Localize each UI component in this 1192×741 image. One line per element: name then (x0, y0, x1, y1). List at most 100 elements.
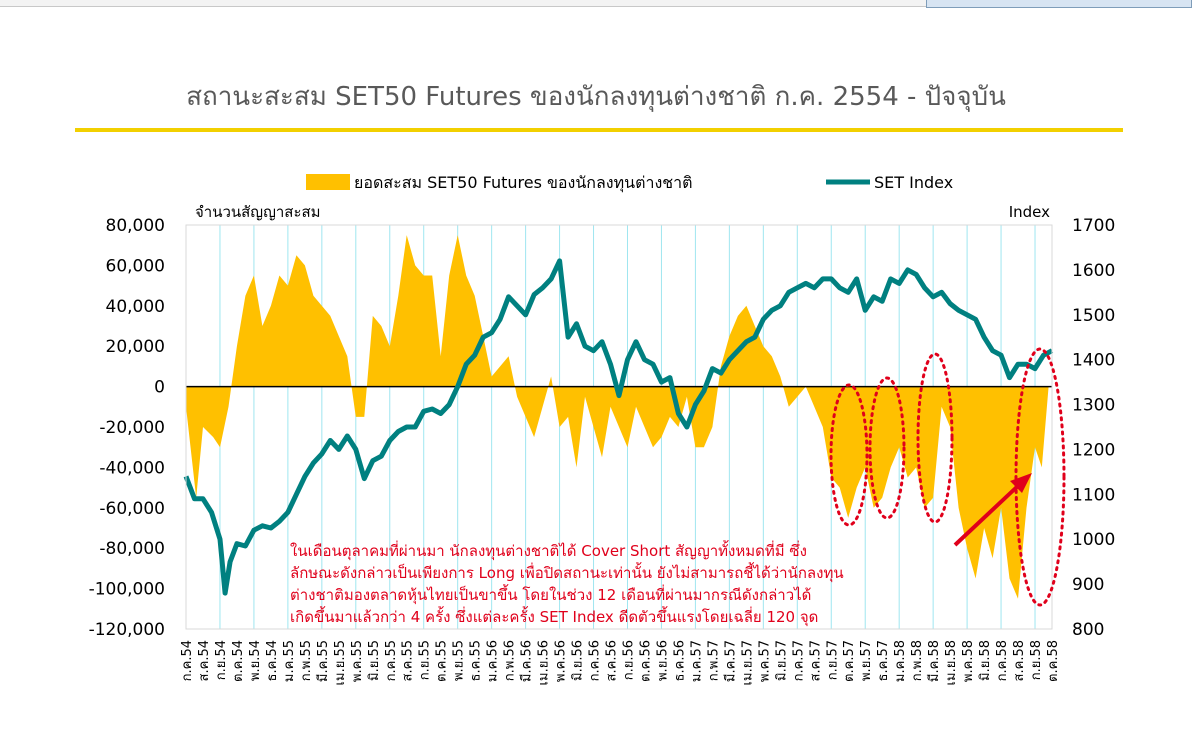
plot-frame (185, 224, 1053, 630)
right-tick-label: 1000 (1072, 530, 1115, 550)
x-tick-label: ก.ค.56 (588, 640, 603, 681)
set-index-line (183, 258, 1054, 596)
x-tick-label: พ.ค.58 (961, 640, 976, 682)
x-tick-label: เม.ย.55 (333, 640, 348, 685)
left-tick-label: -20,000 (99, 418, 165, 438)
futures-area (186, 235, 1049, 599)
right-tick-label: 1600 (1072, 261, 1115, 281)
highlight-ellipse-2 (868, 376, 906, 520)
x-tick-label: ธ.ค.55 (469, 640, 484, 681)
x-tick-label: มี.ค.57 (722, 640, 738, 682)
title-underline (75, 128, 1123, 132)
highlight-ellipse-3 (916, 352, 954, 524)
x-tick-label: ก.ย.55 (418, 640, 433, 680)
x-tick-label: พ.ย.54 (248, 640, 263, 681)
x-tick-label: พ.ย.56 (655, 640, 670, 681)
annotation-line: เกิดขึ้นมาแล้วกว่า 4 ครั้ง ซึ่งแต่ละครั้… (290, 608, 819, 626)
left-tick-label: -100,000 (89, 580, 165, 600)
legend-bars-swatch (306, 174, 350, 190)
x-tick-label: ก.ย.57 (825, 640, 840, 680)
x-tick-label: ส.ค.54 (197, 640, 212, 681)
annotation-line: ต่างชาติมองตลาดหุ้นไทยเป็นขาขึ้น โดยในช่… (290, 586, 812, 604)
right-tick-label: 1100 (1072, 485, 1115, 505)
left-tick-label: 40,000 (106, 297, 165, 317)
x-axis-ticks: ก.ค.54 ส.ค.54 ก.ย.54 ต.ค.54 พ.ย.54 ธ.ค.54 ม.ค.… (180, 640, 1061, 685)
x-tick-label: ก.พ.58 (910, 640, 925, 681)
x-tick-label: พ.ย.57 (859, 640, 874, 681)
annotation-line: ลักษณะดังกล่าวเป็นเพียงการ Long เพื่อปิด… (290, 564, 844, 582)
x-tick-label: ต.ค.56 (638, 640, 653, 682)
legend: ยอดสะสม SET50 Futures ของนักลงทุนต่างชาต… (306, 173, 953, 193)
x-tick-label: ส.ค.57 (808, 640, 823, 681)
left-tick-label: -40,000 (99, 458, 165, 478)
x-tick-label: มี.ค.58 (926, 640, 942, 682)
right-axis-title: Index (1009, 203, 1050, 221)
annotation-text: ในเดือนตุลาคมที่ผ่านมา นักลงทุนต่างชาติไ… (290, 540, 970, 628)
x-tick-label: ก.พ.57 (706, 640, 721, 681)
left-axis-title: จำนวนสัญญาสะสม (195, 203, 321, 221)
x-tick-label: ธ.ค.54 (265, 640, 280, 681)
x-tick-label: ส.ค.55 (401, 640, 416, 681)
x-tick-label: มิ.ย.55 (367, 640, 382, 681)
x-tick-label: มี.ค.55 (315, 640, 331, 682)
x-tick-label: ม.ค.57 (689, 640, 704, 682)
right-tick-label: 900 (1072, 575, 1104, 595)
right-tick-label: 1700 (1072, 216, 1115, 236)
left-tick-label: 60,000 (106, 256, 165, 276)
x-tick-label: ก.ย.56 (621, 640, 636, 680)
x-tick-label: ธ.ค.57 (876, 640, 891, 681)
x-tick-label: ธ.ค.56 (672, 640, 687, 681)
x-tick-label: ม.ค.58 (893, 640, 908, 682)
legend-bars-label: ยอดสะสม SET50 Futures ของนักลงทุนต่างชาต… (354, 173, 693, 193)
x-tick-label: มิ.ย.58 (978, 640, 993, 681)
window-top-bar (0, 0, 1192, 7)
x-tick-label: ม.ค.56 (486, 640, 501, 682)
left-tick-label: -80,000 (99, 539, 165, 559)
x-tick-label: มิ.ย.56 (571, 640, 586, 681)
right-tick-label: 1200 (1072, 440, 1115, 460)
highlight-ellipse-1 (829, 383, 869, 527)
x-tick-label: พ.ค.57 (757, 640, 772, 682)
left-tick-label: 0 (154, 378, 165, 398)
left-tick-label: -120,000 (89, 620, 165, 640)
right-tick-label: 800 (1072, 620, 1104, 640)
left-tick-label: 80,000 (106, 216, 165, 236)
chart-title: สถานะสะสม SET50 Futures ของนักลงทุนต่างช… (186, 82, 1006, 112)
dotted-highlight-ellipses (829, 347, 1066, 607)
left-tick-label: -60,000 (99, 499, 165, 519)
right-axis-ticks: 1700 1600 1500 1400 1300 1200 1100 1000 900 800 (1072, 216, 1115, 640)
annotation-line: ในเดือนตุลาคมที่ผ่านมา นักลงทุนต่างชาติไ… (290, 542, 807, 560)
x-tick-label: ต.ค.58 (1046, 640, 1061, 682)
x-tick-label: ก.ย.58 (1029, 640, 1044, 680)
x-tick-label: ก.ย.54 (214, 640, 229, 680)
x-tick-label: เม.ย.56 (537, 640, 552, 685)
x-tick-label: พ.ย.55 (452, 640, 467, 681)
highlight-ellipse-4 (1014, 347, 1066, 607)
right-tick-label: 1500 (1072, 306, 1115, 326)
x-tick-label: พ.ค.56 (554, 640, 569, 682)
x-tick-label: ม.ค.55 (282, 640, 297, 682)
trend-arrow (953, 473, 1032, 547)
x-tick-label: พ.ค.55 (350, 640, 365, 682)
x-tick-label: ต.ค.54 (231, 640, 246, 682)
x-tick-label: มี.ค.56 (519, 640, 535, 682)
x-tick-label: ก.พ.55 (299, 640, 314, 681)
x-tick-label: ก.พ.56 (503, 640, 518, 681)
x-tick-label: ก.ค.57 (791, 640, 806, 681)
x-tick-label: ก.ค.54 (180, 640, 195, 681)
x-tick-label: ต.ค.55 (435, 640, 450, 682)
x-tick-label: ก.ค.55 (384, 640, 399, 681)
x-tick-label: เม.ย.58 (944, 640, 959, 685)
left-axis-ticks: 80,000 60,000 40,000 20,000 0 -20,000 -40,000 -… (89, 216, 165, 640)
x-tick-label: ต.ค.57 (842, 640, 857, 682)
x-tick-label: เม.ย.57 (740, 640, 755, 685)
x-tick-label: ก.ค.58 (995, 640, 1010, 681)
left-tick-label: 20,000 (106, 337, 165, 357)
x-tick-label: ส.ค.58 (1012, 640, 1027, 681)
right-tick-label: 1300 (1072, 396, 1115, 416)
x-tick-label: ส.ค.56 (605, 640, 620, 681)
x-tick-label: มิ.ย.57 (774, 640, 789, 681)
legend-line-label: SET Index (874, 173, 953, 192)
right-tick-label: 1400 (1072, 351, 1115, 371)
